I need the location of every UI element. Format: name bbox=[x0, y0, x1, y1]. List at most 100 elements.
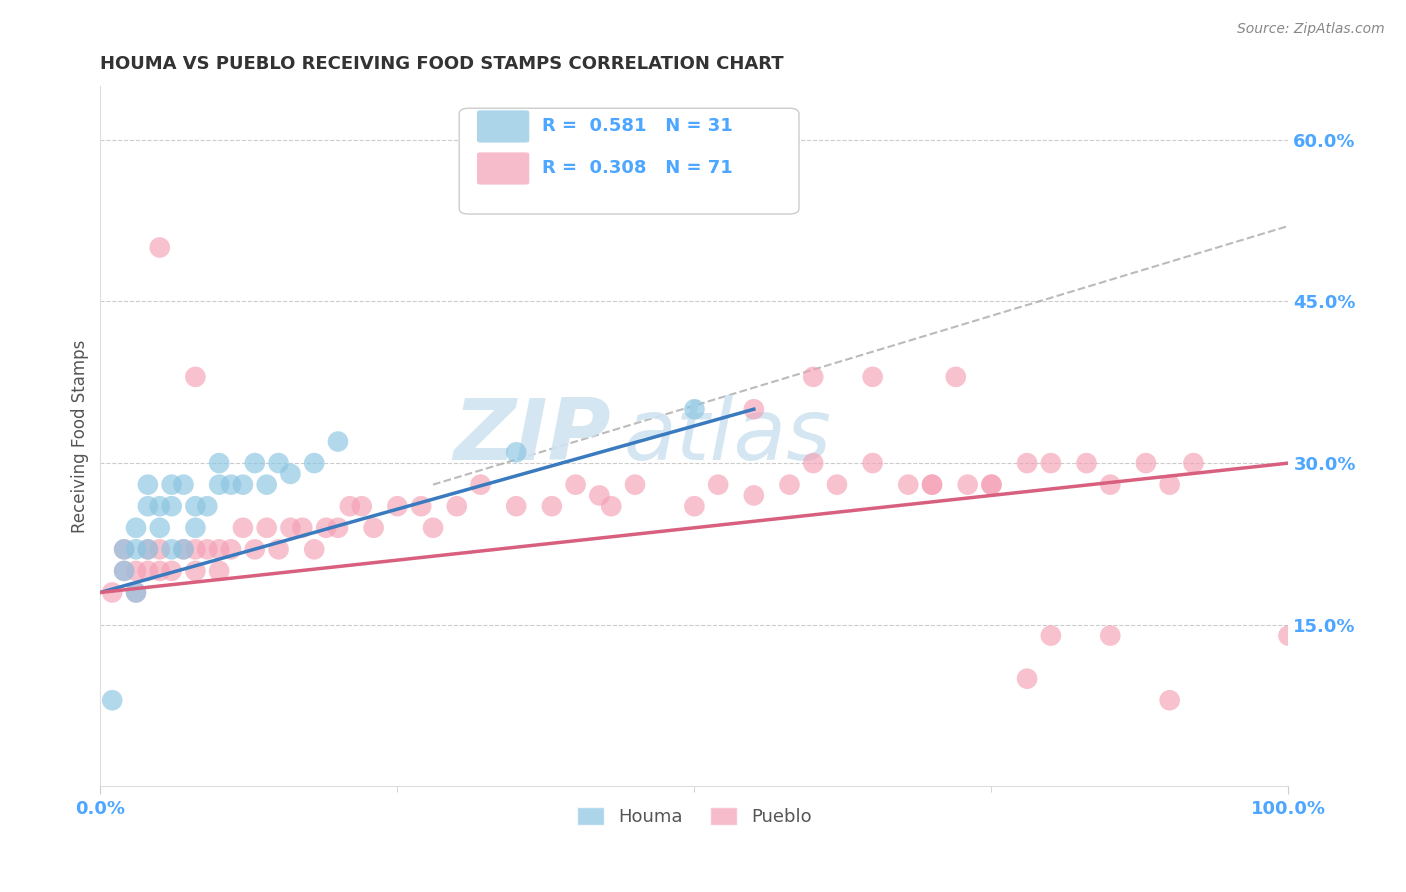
Point bbox=[302, 456, 325, 470]
Point bbox=[219, 542, 242, 557]
Point bbox=[101, 585, 124, 599]
Point bbox=[862, 456, 884, 470]
Point bbox=[1182, 456, 1205, 470]
Point bbox=[588, 488, 610, 502]
Point bbox=[184, 564, 207, 578]
Point bbox=[350, 500, 373, 514]
Point bbox=[125, 521, 148, 535]
Point bbox=[136, 500, 159, 514]
Point bbox=[470, 477, 492, 491]
Point bbox=[208, 456, 231, 470]
Point bbox=[564, 477, 586, 491]
Point bbox=[160, 500, 183, 514]
Point bbox=[801, 369, 824, 384]
Point bbox=[742, 488, 765, 502]
Point bbox=[422, 521, 444, 535]
Point bbox=[136, 542, 159, 557]
Point bbox=[1135, 456, 1157, 470]
Point bbox=[326, 434, 349, 449]
FancyBboxPatch shape bbox=[477, 153, 529, 185]
Point bbox=[195, 542, 218, 557]
Point bbox=[956, 477, 979, 491]
Point bbox=[1099, 477, 1122, 491]
Point bbox=[1099, 629, 1122, 643]
Y-axis label: Receiving Food Stamps: Receiving Food Stamps bbox=[72, 340, 89, 533]
Point bbox=[505, 500, 527, 514]
Text: ZIP: ZIP bbox=[454, 394, 612, 477]
Point bbox=[825, 477, 848, 491]
Point bbox=[112, 564, 135, 578]
Point bbox=[173, 542, 195, 557]
Point bbox=[208, 477, 231, 491]
Point bbox=[112, 542, 135, 557]
Point bbox=[101, 693, 124, 707]
Point bbox=[280, 467, 302, 481]
Point bbox=[136, 542, 159, 557]
Point bbox=[1039, 629, 1062, 643]
Point bbox=[149, 564, 172, 578]
Point bbox=[173, 542, 195, 557]
Point bbox=[280, 521, 302, 535]
FancyBboxPatch shape bbox=[477, 111, 529, 143]
Point bbox=[136, 477, 159, 491]
Text: atlas: atlas bbox=[623, 394, 831, 477]
FancyBboxPatch shape bbox=[460, 108, 799, 214]
Point bbox=[136, 564, 159, 578]
Point bbox=[267, 456, 290, 470]
Point bbox=[243, 542, 266, 557]
Point bbox=[980, 477, 1002, 491]
Point bbox=[149, 240, 172, 254]
Point bbox=[208, 542, 231, 557]
Point bbox=[1017, 672, 1039, 686]
Point bbox=[184, 500, 207, 514]
Point bbox=[540, 500, 562, 514]
Point bbox=[600, 500, 623, 514]
Point bbox=[149, 500, 172, 514]
Point bbox=[683, 500, 706, 514]
Point bbox=[742, 402, 765, 417]
Point bbox=[184, 542, 207, 557]
Point bbox=[980, 477, 1002, 491]
Point bbox=[505, 445, 527, 459]
Point bbox=[184, 521, 207, 535]
Text: R =  0.581   N = 31: R = 0.581 N = 31 bbox=[543, 118, 733, 136]
Text: R =  0.308   N = 71: R = 0.308 N = 71 bbox=[543, 160, 733, 178]
Point bbox=[921, 477, 943, 491]
Point bbox=[256, 477, 278, 491]
Point bbox=[945, 369, 967, 384]
Point bbox=[921, 477, 943, 491]
Point bbox=[1017, 456, 1039, 470]
Point bbox=[326, 521, 349, 535]
Point bbox=[267, 542, 290, 557]
Point bbox=[125, 542, 148, 557]
Point bbox=[232, 477, 254, 491]
Point bbox=[232, 521, 254, 535]
Point bbox=[112, 564, 135, 578]
Point bbox=[243, 456, 266, 470]
Point bbox=[387, 500, 409, 514]
Point bbox=[208, 564, 231, 578]
Point bbox=[256, 521, 278, 535]
Point bbox=[1159, 477, 1181, 491]
Point bbox=[184, 369, 207, 384]
Point bbox=[624, 477, 647, 491]
Point bbox=[160, 477, 183, 491]
Point bbox=[315, 521, 337, 535]
Point bbox=[160, 564, 183, 578]
Point bbox=[339, 500, 361, 514]
Point bbox=[862, 369, 884, 384]
Point bbox=[1277, 629, 1299, 643]
Point bbox=[125, 564, 148, 578]
Point bbox=[411, 500, 433, 514]
Point bbox=[291, 521, 314, 535]
Point bbox=[1076, 456, 1098, 470]
Text: Source: ZipAtlas.com: Source: ZipAtlas.com bbox=[1237, 22, 1385, 37]
Point bbox=[683, 402, 706, 417]
Legend: Houma, Pueblo: Houma, Pueblo bbox=[569, 800, 820, 833]
Point bbox=[160, 542, 183, 557]
Point bbox=[195, 500, 218, 514]
Point bbox=[363, 521, 385, 535]
Point bbox=[302, 542, 325, 557]
Point bbox=[1159, 693, 1181, 707]
Point bbox=[112, 542, 135, 557]
